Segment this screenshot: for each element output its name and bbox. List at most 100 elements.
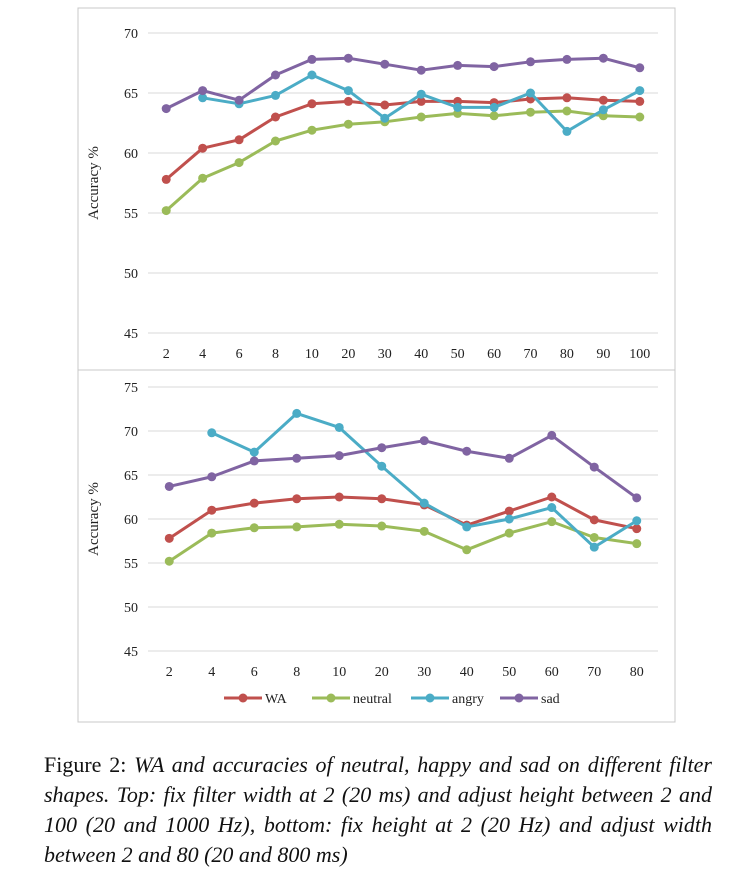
x-tick-label: 60 <box>487 347 501 362</box>
data-point-WA <box>164 533 174 543</box>
data-point-sad <box>504 453 514 463</box>
data-point-WA <box>307 99 317 109</box>
x-tick-label: 8 <box>293 665 300 680</box>
data-point-sad <box>234 95 244 105</box>
legend: WA neutral angry sad <box>224 692 560 707</box>
data-point-neutral <box>589 532 599 542</box>
series-line-neutral <box>168 520 637 563</box>
data-point-angry <box>598 105 608 115</box>
y-tick-label: 70 <box>124 425 138 440</box>
data-point-neutral <box>161 206 171 216</box>
data-point-angry <box>504 514 514 524</box>
data-point-sad <box>377 443 387 453</box>
data-point-WA <box>271 112 280 122</box>
data-point-angry <box>547 503 557 513</box>
data-point-WA <box>198 143 208 153</box>
data-point-angry <box>589 542 599 552</box>
data-point-angry <box>632 516 642 526</box>
data-point-sad <box>598 53 608 63</box>
data-point-neutral <box>632 539 642 549</box>
caption-text: WA and accuracies of neutral, happy and … <box>44 752 712 867</box>
x-tick-label: 10 <box>332 665 346 680</box>
y-tick-label: 50 <box>124 267 138 282</box>
data-point-angry <box>416 89 426 99</box>
data-point-sad <box>635 63 645 73</box>
data-point-neutral <box>504 528 514 538</box>
data-point-WA <box>343 96 353 106</box>
data-point-angry <box>249 447 259 457</box>
data-point-sad <box>292 453 302 463</box>
data-point-neutral <box>489 111 499 121</box>
series-line-WA <box>165 96 640 181</box>
x-tick-label: 40 <box>460 665 474 680</box>
data-point-sad <box>271 70 280 80</box>
data-point-WA <box>416 96 426 106</box>
data-point-WA <box>292 494 302 504</box>
x-tick-label: 2 <box>166 665 173 680</box>
data-point-neutral <box>249 523 259 533</box>
data-point-angry <box>334 422 344 432</box>
data-point-WA <box>562 93 572 103</box>
legend-label-angry: angry <box>452 692 484 707</box>
data-point-angry <box>198 93 208 103</box>
y-tick-label: 75 <box>124 381 138 396</box>
data-point-neutral <box>547 517 557 527</box>
data-point-sad <box>632 493 642 503</box>
data-point-WA <box>380 100 390 110</box>
data-point-angry <box>462 522 472 532</box>
x-tick-label: 80 <box>560 347 574 362</box>
data-point-angry <box>453 102 463 112</box>
data-point-sad <box>334 451 344 461</box>
data-point-sad <box>164 481 174 491</box>
data-point-angry <box>419 498 429 508</box>
legend-label-neutral: neutral <box>353 692 392 707</box>
data-point-neutral <box>343 119 353 129</box>
y-tick-label: 70 <box>124 27 138 42</box>
legend-label-WA: WA <box>265 692 288 707</box>
y-tick-label: 60 <box>124 147 138 162</box>
data-point-WA <box>589 515 599 525</box>
x-tick-label: 20 <box>341 347 355 362</box>
data-point-WA <box>161 174 171 184</box>
data-point-neutral <box>207 528 217 538</box>
x-tick-label: 30 <box>378 347 392 362</box>
x-tick-label: 70 <box>587 665 601 680</box>
y-tick-label: 55 <box>124 207 138 222</box>
data-point-neutral <box>198 173 208 183</box>
data-point-angry <box>271 90 280 100</box>
data-point-neutral <box>635 112 645 122</box>
y-tick-label: 65 <box>124 87 138 102</box>
x-tick-label: 2 <box>163 347 170 362</box>
y-tick-label: 45 <box>124 645 138 660</box>
data-point-sad <box>416 65 426 75</box>
y-tick-label: 45 <box>124 327 138 342</box>
data-point-WA <box>234 135 244 145</box>
data-point-sad <box>489 62 499 72</box>
data-point-angry <box>562 126 572 136</box>
y-axis-label: Accuracy % <box>86 482 102 556</box>
data-point-neutral <box>307 125 317 135</box>
data-point-neutral <box>419 526 429 536</box>
legend-marker-sad <box>514 693 524 703</box>
y-tick-label: 55 <box>124 557 138 572</box>
x-tick-label: 60 <box>545 665 559 680</box>
x-tick-label: 100 <box>629 347 650 362</box>
data-point-neutral <box>164 556 174 566</box>
data-point-angry <box>292 408 302 418</box>
y-tick-label: 50 <box>124 601 138 616</box>
data-point-sad <box>419 436 429 446</box>
data-point-WA <box>377 494 387 504</box>
data-point-WA <box>249 498 259 508</box>
data-point-angry <box>343 86 353 96</box>
figure-border <box>77 7 676 723</box>
data-point-WA <box>504 506 514 516</box>
data-point-angry <box>207 428 217 438</box>
data-point-angry <box>635 86 645 96</box>
data-point-neutral <box>526 107 535 117</box>
series-line-WA <box>168 495 638 540</box>
data-point-neutral <box>292 522 302 532</box>
data-point-sad <box>526 57 535 67</box>
figure: 45 50 55 60 65 70 2 4 6 8 10 20 30 40 50 60 70 80 90 100 Acc… <box>77 7 676 723</box>
data-point-sad <box>343 53 353 63</box>
data-point-neutral <box>377 521 387 531</box>
